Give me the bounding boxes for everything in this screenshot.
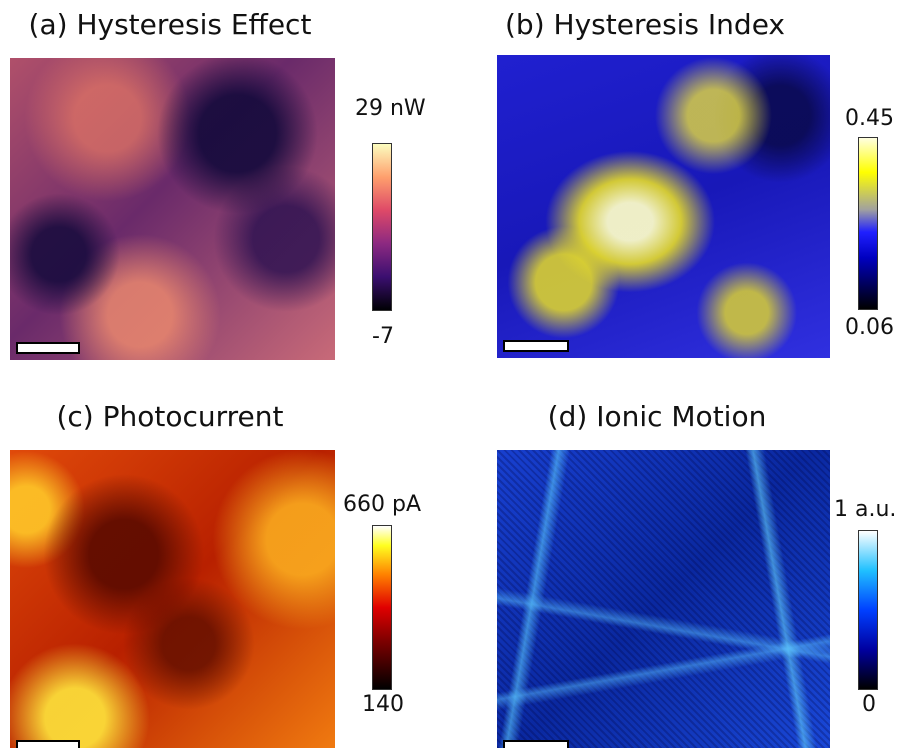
colorbar: [372, 143, 392, 311]
heatmap-image: [497, 55, 830, 358]
colorbar-min: 140: [362, 692, 404, 717]
colorbar-min: -7: [372, 324, 394, 349]
figure: (a) Hysteresis Effect 29 nW -7 (b) Hyste…: [0, 0, 918, 748]
panel-title: (d) Ionic Motion: [497, 400, 817, 433]
scale-bar: [16, 342, 80, 354]
colorbar-max: 0.45: [845, 106, 894, 131]
panel-title: (c) Photocurrent: [0, 400, 340, 433]
heatmap-image: [10, 450, 335, 748]
colorbar-max: 660 pA: [343, 492, 421, 517]
colorbar-max: 1 a.u.: [834, 497, 896, 522]
panel-title: (b) Hysteresis Index: [480, 8, 810, 41]
colorbar-min: 0: [862, 692, 876, 717]
heatmap-image: [497, 450, 830, 748]
scale-bar: [503, 340, 569, 352]
colorbar: [372, 525, 392, 690]
colorbar-max: 29 nW: [355, 96, 426, 121]
colorbar: [858, 530, 878, 690]
scale-bar: [503, 740, 569, 748]
panel-title: (a) Hysteresis Effect: [0, 8, 340, 41]
heatmap-image: [10, 58, 335, 360]
scale-bar: [16, 740, 80, 748]
colorbar: [858, 137, 878, 310]
colorbar-min: 0.06: [845, 315, 894, 340]
